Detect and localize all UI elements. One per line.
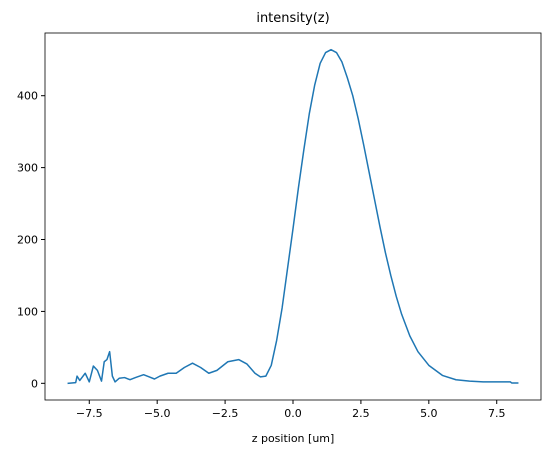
y-tick-label: 400 bbox=[17, 90, 38, 103]
y-tick-label: 100 bbox=[17, 305, 38, 318]
x-tick-label: 0.0 bbox=[284, 407, 302, 420]
x-axis-label: z position [um] bbox=[252, 432, 335, 445]
chart-title: intensity(z) bbox=[256, 11, 329, 26]
x-tick-label: 7.5 bbox=[488, 407, 506, 420]
y-tick-label: 0 bbox=[31, 377, 38, 390]
y-tick-label: 300 bbox=[17, 162, 38, 175]
axes-frame bbox=[44, 32, 542, 401]
x-tick-label: −2.5 bbox=[212, 407, 239, 420]
x-tick-label: 5.0 bbox=[420, 407, 438, 420]
line bbox=[67, 48, 519, 385]
x-tick-label: −5.0 bbox=[144, 407, 171, 420]
x-tick-label: 2.5 bbox=[352, 407, 370, 420]
x-tick-label: −7.5 bbox=[76, 407, 103, 420]
y-tick-label: 200 bbox=[17, 234, 38, 247]
